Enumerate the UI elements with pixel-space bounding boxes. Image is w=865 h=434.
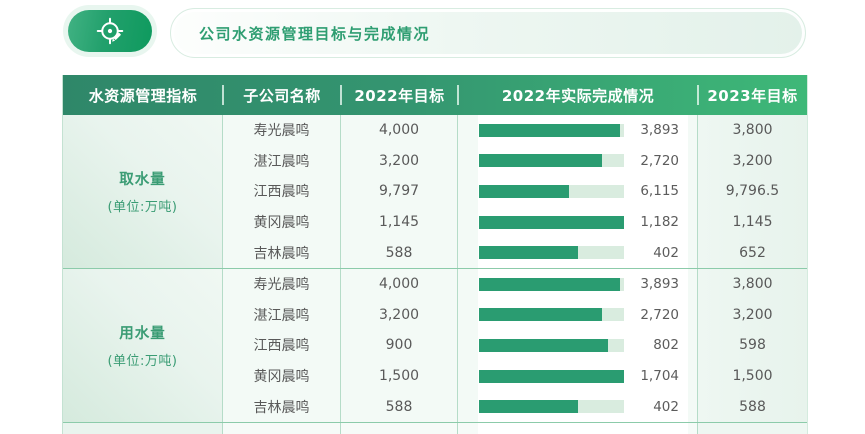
- target-badge: [68, 10, 152, 52]
- target-2023-cell: 3,200: [698, 299, 807, 331]
- partial-next-row: [63, 422, 807, 434]
- completion-bar-cell: 402: [458, 391, 698, 422]
- bar-fill: [479, 277, 621, 291]
- company-cell: 寿光晨鸣: [223, 115, 341, 146]
- target-2023-cell: 3,800: [698, 268, 807, 300]
- column-header-target-2022: 2022年目标: [354, 86, 445, 105]
- bar-fill: [479, 215, 624, 229]
- indicator-name: 用水量: [119, 325, 166, 342]
- target-2023-cell: 3,800: [698, 115, 807, 146]
- header-divider: [340, 85, 342, 105]
- indicator-group: 取水量 (单位:万吨) 寿光晨鸣 4,000 3,893 3,800 湛江晨鸣 3,200 2,…: [63, 115, 807, 269]
- bar-fill: [479, 154, 603, 168]
- completion-bar-cell: 3,893: [458, 115, 698, 146]
- actual-2022-value: 1,704: [640, 368, 679, 385]
- bar-fill: [479, 400, 579, 414]
- target-2023-cell: 652: [698, 237, 807, 268]
- completion-bar-cell: 402: [458, 237, 698, 268]
- completion-bar-cell: 2,720: [458, 299, 698, 331]
- target-2022-cell: 588: [341, 237, 458, 268]
- bar-fill: [479, 369, 624, 383]
- column-header-actual-2022: 2022年实际完成情况: [501, 86, 655, 105]
- bar-fill: [479, 123, 621, 137]
- company-cell: 湛江晨鸣: [223, 299, 341, 331]
- indicator-unit: (单位:万吨): [107, 199, 178, 215]
- company-cell: 黄冈晨鸣: [223, 360, 341, 392]
- target-2022-cell: 3,200: [341, 299, 458, 331]
- indicator-name: 取水量: [119, 171, 166, 188]
- completion-bar-cell: 1,704: [458, 360, 698, 392]
- actual-2022-value: 2,720: [640, 306, 679, 323]
- bar-fill: [479, 308, 603, 322]
- company-cell: 江西晨鸣: [223, 176, 341, 207]
- target-2022-cell: 1,500: [341, 360, 458, 392]
- actual-2022-value: 1,182: [640, 214, 679, 231]
- header-divider: [697, 85, 699, 105]
- completion-bar-cell: 3,893: [458, 268, 698, 300]
- target-2023-cell: 1,145: [698, 206, 807, 238]
- bar-fill: [479, 338, 609, 352]
- company-cell: 湛江晨鸣: [223, 145, 341, 177]
- target-2022-cell: 4,000: [341, 268, 458, 300]
- company-cell: 黄冈晨鸣: [223, 206, 341, 238]
- indicator-group: 用水量 (单位:万吨) 寿光晨鸣 4,000 3,893 3,800 湛江晨鸣 3,200 2,…: [63, 268, 807, 423]
- column-header-target-2023: 2023年目标: [707, 86, 798, 105]
- indicator-cell: 取水量 (单位:万吨): [63, 115, 223, 268]
- completion-bar-cell: 1,182: [458, 206, 698, 238]
- bar-track: [479, 308, 624, 322]
- target-2022-cell: 9,797: [341, 176, 458, 207]
- completion-bar-cell: 2,720: [458, 145, 698, 177]
- bar-track: [479, 400, 624, 414]
- bar-fill: [479, 246, 579, 260]
- target-2022-cell: 3,200: [341, 145, 458, 177]
- bar-fill: [479, 184, 570, 198]
- completion-bar-cell: 6,115: [458, 176, 698, 207]
- column-header-indicator: 水资源管理指标: [88, 86, 198, 105]
- bar-track: [479, 277, 624, 291]
- table-header: 水资源管理指标 子公司名称 2022年目标 2022年实际完成情况 2023年目…: [63, 75, 807, 115]
- company-cell: 江西晨鸣: [223, 330, 341, 361]
- section-title: 公司水资源管理目标与完成情况: [199, 24, 431, 43]
- water-management-table: 水资源管理指标 子公司名称 2022年目标 2022年实际完成情况 2023年目…: [62, 75, 808, 434]
- actual-2022-value: 402: [653, 244, 679, 261]
- bar-track: [479, 123, 624, 137]
- target-2022-cell: 588: [341, 391, 458, 422]
- actual-2022-value: 3,893: [640, 122, 679, 139]
- target-2022-cell: 1,145: [341, 206, 458, 238]
- bar-track: [479, 338, 624, 352]
- indicator-cell: 用水量 (单位:万吨): [63, 268, 223, 422]
- company-cell: 吉林晨鸣: [223, 391, 341, 422]
- bar-track: [479, 184, 624, 198]
- target-2023-cell: 588: [698, 391, 807, 422]
- company-cell: 寿光晨鸣: [223, 268, 341, 300]
- actual-2022-value: 6,115: [640, 183, 679, 200]
- bar-track: [479, 246, 624, 260]
- column-header-subsidiary: 子公司名称: [243, 86, 321, 105]
- bar-track: [479, 154, 624, 168]
- bar-track: [479, 369, 624, 383]
- actual-2022-value: 802: [653, 337, 679, 354]
- target-2023-cell: 9,796.5: [698, 176, 807, 207]
- indicator-unit: (单位:万吨): [107, 353, 178, 369]
- target-2023-cell: 598: [698, 330, 807, 361]
- target-2022-cell: 900: [341, 330, 458, 361]
- header-divider: [222, 85, 224, 105]
- target-2023-cell: 3,200: [698, 145, 807, 177]
- completion-bar-cell: 802: [458, 330, 698, 361]
- target-2023-cell: 1,500: [698, 360, 807, 392]
- table-body: 取水量 (单位:万吨) 寿光晨鸣 4,000 3,893 3,800 湛江晨鸣 3,200 2,…: [63, 115, 807, 423]
- actual-2022-value: 402: [653, 398, 679, 415]
- header-divider: [457, 85, 459, 105]
- actual-2022-value: 3,893: [640, 276, 679, 293]
- section-title-pill: 公司水资源管理目标与完成情况: [170, 8, 806, 58]
- target-2022-cell: 4,000: [341, 115, 458, 146]
- company-cell: 吉林晨鸣: [223, 237, 341, 268]
- target-edit-icon: [96, 17, 124, 45]
- actual-2022-value: 2,720: [640, 152, 679, 169]
- bar-track: [479, 215, 624, 229]
